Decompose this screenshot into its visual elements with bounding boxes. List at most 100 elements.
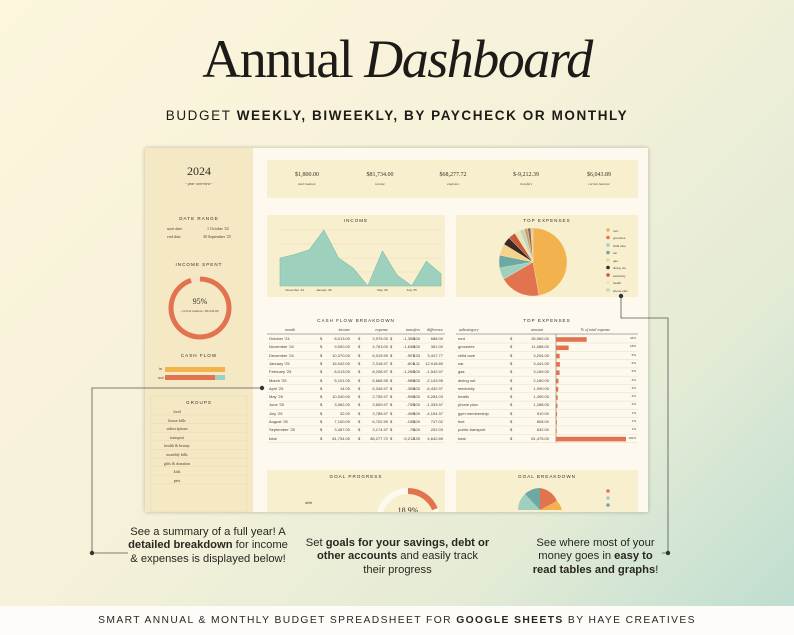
cell: 68,277.72 xyxy=(370,435,388,441)
cell: 81,734.00 xyxy=(332,435,350,441)
cell: child care xyxy=(458,352,476,358)
pie-slice xyxy=(540,501,562,510)
legend-dot xyxy=(606,258,610,262)
currency: $ xyxy=(358,377,361,383)
cell: May '25 xyxy=(269,394,283,400)
currency: $ xyxy=(358,402,361,408)
expense-bar xyxy=(556,362,560,367)
cell: 3,174.97 xyxy=(372,427,388,433)
cell: 8,284.03 xyxy=(427,394,443,400)
currency: $ xyxy=(413,344,416,350)
cell: 3,204.00 xyxy=(533,352,549,358)
summary-value: $-9,212.39 xyxy=(513,172,539,178)
legend-dot xyxy=(606,280,610,285)
summary-label: current balance xyxy=(588,182,610,186)
expense-bar xyxy=(556,345,569,351)
cell: 9,000.00 xyxy=(334,344,350,350)
summary-value: $6,043.89 xyxy=(587,172,611,178)
cell: 5% xyxy=(631,352,636,357)
currency: $ xyxy=(510,410,513,416)
title-text: Annual xyxy=(202,29,353,89)
legend-dot xyxy=(606,496,610,500)
currency: $ xyxy=(510,336,513,341)
cell: -300.00 xyxy=(406,385,420,391)
cell: groceries xyxy=(458,344,475,350)
cell: 2,160.00 xyxy=(533,377,549,383)
callout-bold: detailed breakdown xyxy=(128,539,233,552)
legend-label: gas xyxy=(613,258,618,263)
legend-dot xyxy=(606,228,610,232)
currency: $ xyxy=(320,419,323,424)
x-label: May '25 xyxy=(377,288,388,292)
cell: December '24 xyxy=(269,352,294,358)
col-head: transfers xyxy=(405,327,420,332)
cell: 6,019.99 xyxy=(372,352,388,358)
cell: fuel xyxy=(458,419,465,424)
currency: $ xyxy=(320,369,323,375)
legend-dot xyxy=(606,235,610,240)
col-head: subcategory xyxy=(459,327,479,332)
currency: $ xyxy=(320,435,323,441)
cell: 5,101.00 xyxy=(334,377,350,383)
legend-dot xyxy=(606,273,610,277)
currency: $ xyxy=(390,336,393,341)
donut-arc xyxy=(168,276,232,340)
cash-flow-bar xyxy=(165,367,225,372)
cell: 7,100.00 xyxy=(334,419,350,424)
cell: 2,755.97 xyxy=(372,394,388,400)
currency: $ xyxy=(358,369,361,375)
currency: $ xyxy=(390,377,393,383)
legend-dot xyxy=(606,243,610,247)
currency: $ xyxy=(390,419,393,424)
cell: -2,143.95 xyxy=(426,377,443,383)
goal-label: debt xyxy=(305,501,312,505)
expense-bar xyxy=(556,370,560,375)
currency: $ xyxy=(320,427,323,433)
currency: $ xyxy=(390,427,393,433)
group: transport xyxy=(169,434,185,440)
currency: $ xyxy=(510,385,513,391)
cell: -980.00 xyxy=(406,377,420,383)
cell: September '25 xyxy=(269,427,295,433)
callout-text: ! xyxy=(655,563,659,576)
section-title: CASH FLOW xyxy=(180,353,218,358)
callout-dot xyxy=(665,550,671,556)
callout-dot xyxy=(89,550,95,556)
currency: $ xyxy=(413,360,416,366)
footer-bold: GOOGLE SHEETS xyxy=(456,615,564,626)
currency: $ xyxy=(510,394,513,400)
currency: $ xyxy=(413,385,416,391)
currency: $ xyxy=(510,369,513,375)
expense-bar xyxy=(556,395,558,400)
cell: 3,082.00 xyxy=(334,402,350,408)
currency: $ xyxy=(358,427,361,433)
callout-text: Set xyxy=(305,537,326,549)
cell: 3,441.00 xyxy=(533,360,549,366)
cell: 3,447.77 xyxy=(427,352,443,358)
pie-slice xyxy=(532,227,568,296)
value: 1 October '24 xyxy=(207,226,229,231)
footer-part: BY HAYE CREATIVES xyxy=(563,615,696,626)
subtitle: BUDGET WEEKLY, BIWEEKLY, BY PAYCHECK OR … xyxy=(0,108,794,123)
dashboard: 2024 - year overview - DATE RANGE start dat… xyxy=(145,148,648,512)
cell: 14.00 xyxy=(339,385,350,391)
cell: -1,630.00 xyxy=(403,344,420,350)
currency: $ xyxy=(390,410,393,416)
cell: electricity xyxy=(458,385,475,391)
cell: -4,154.97 xyxy=(426,410,443,416)
col-head: expense xyxy=(375,327,388,332)
currency: $ xyxy=(510,402,513,408)
legend-label: car xyxy=(613,251,618,255)
title: Annual Dashboard xyxy=(0,28,794,90)
cell: 688.00 xyxy=(430,336,443,341)
footer-text: SMART ANNUAL & MONTHLY BUDGET SPREADSHEE… xyxy=(0,615,794,626)
callout-text: See a summary of a full year! A xyxy=(130,526,286,538)
currency: $ xyxy=(390,352,393,358)
cell: 2% xyxy=(631,394,636,399)
cell: 3,788.97 xyxy=(372,410,388,416)
legend-label: dining out xyxy=(613,266,627,270)
title-italic: Dashboard xyxy=(364,29,593,89)
cell: 1% xyxy=(631,419,636,423)
cell: 10,370.00 xyxy=(332,352,350,358)
